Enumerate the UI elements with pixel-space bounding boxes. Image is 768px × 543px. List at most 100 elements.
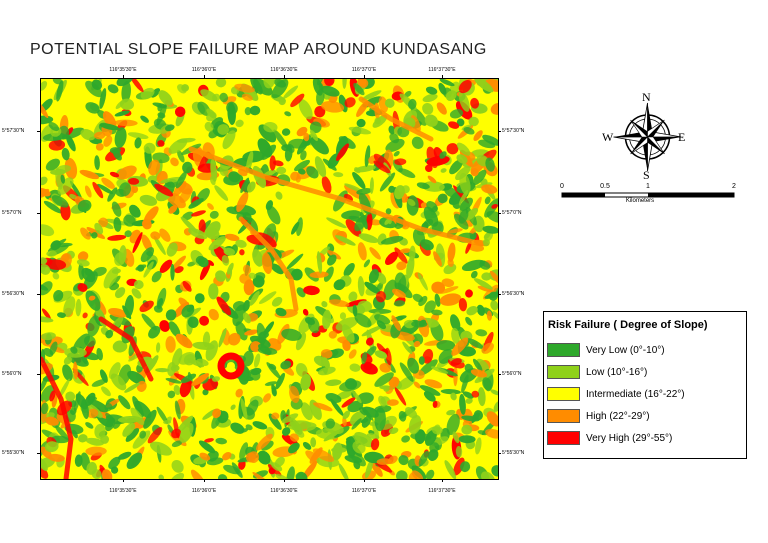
- slope-patch: [117, 451, 132, 460]
- slope-patch: [151, 271, 162, 283]
- slope-patch: [202, 331, 211, 347]
- slope-patch: [222, 130, 236, 150]
- slope-patch: [242, 212, 252, 221]
- slope-patch: [306, 166, 319, 179]
- slope-patch: [385, 347, 392, 366]
- slope-patch: [252, 471, 270, 479]
- slope-patch: [275, 473, 290, 479]
- slope-map[interactable]: [40, 78, 499, 480]
- slope-patch: [324, 79, 335, 86]
- slope-patch: [94, 423, 106, 439]
- slope-patch: [374, 407, 386, 432]
- slope-patch: [48, 121, 60, 132]
- compass-east-label: E: [678, 130, 686, 144]
- slope-patch: [378, 96, 389, 113]
- slope-patch: [492, 311, 498, 320]
- slope-patch: [204, 438, 214, 443]
- slope-patch: [63, 356, 72, 365]
- slope-patch: [249, 291, 260, 306]
- slope-patch: [57, 312, 66, 318]
- slope-patch: [141, 313, 157, 331]
- slope-patch: [413, 340, 421, 348]
- slope-patch: [393, 300, 406, 307]
- slope-patch: [369, 247, 381, 260]
- tick-mark: [498, 374, 501, 375]
- slope-patch: [485, 428, 498, 439]
- slope-patch: [398, 410, 407, 422]
- slope-patch: [470, 270, 478, 279]
- slope-patch: [344, 455, 363, 464]
- slope-patch: [45, 416, 59, 426]
- slope-patch: [289, 433, 300, 442]
- slope-patch: [262, 393, 272, 403]
- slope-patch: [257, 138, 273, 158]
- slope-patch: [53, 289, 64, 302]
- slope-patch: [78, 263, 85, 280]
- slope-patch: [177, 84, 187, 94]
- longitude-tick-bottom: 116°35'30"E: [109, 488, 137, 494]
- slope-patch: [133, 280, 144, 290]
- slope-patch: [300, 150, 307, 161]
- slope-patch: [230, 422, 245, 434]
- slope-patch: [486, 411, 498, 427]
- slope-patch: [61, 147, 70, 161]
- slope-patch: [60, 174, 66, 184]
- slope-patch: [77, 283, 88, 292]
- slope-patch: [336, 143, 349, 161]
- slope-patch: [228, 171, 241, 183]
- longitude-tick-bottom: 116°36'0"E: [191, 488, 217, 494]
- slope-patch: [358, 233, 379, 244]
- slope-patch: [302, 441, 312, 450]
- slope-patch: [413, 381, 421, 389]
- slope-patch: [212, 376, 220, 382]
- slope-patch: [425, 469, 435, 479]
- slope-patch: [157, 140, 165, 147]
- slope-patch: [256, 433, 273, 451]
- slope-patch: [236, 192, 249, 213]
- slope-patch: [328, 299, 350, 307]
- slope-patch: [309, 121, 322, 134]
- slope-patch: [448, 121, 460, 129]
- slope-patch: [121, 81, 131, 103]
- slope-patch: [163, 419, 172, 425]
- slope-patch: [41, 457, 48, 471]
- slope-patch: [103, 135, 113, 147]
- slope-patch: [493, 400, 498, 412]
- tick-mark: [37, 453, 40, 454]
- slope-patch: [137, 264, 145, 272]
- slope-patch: [446, 413, 460, 436]
- slope-patch: [443, 263, 457, 275]
- slope-patch: [316, 251, 323, 274]
- tick-mark: [123, 479, 124, 482]
- legend-item-very-high: Very High (29°-55°): [547, 430, 672, 446]
- slope-patch: [244, 329, 259, 336]
- slope-patch: [396, 315, 404, 321]
- slope-patch: [486, 310, 493, 321]
- slope-patch: [344, 97, 356, 108]
- slope-patch: [230, 404, 236, 410]
- slope-patch: [465, 316, 473, 326]
- slope-patch: [352, 172, 366, 189]
- slope-patch: [456, 118, 465, 127]
- slope-patch: [198, 219, 206, 234]
- slope-patch: [369, 177, 374, 194]
- slope-patch: [481, 184, 498, 194]
- slope-patch: [107, 84, 119, 94]
- slope-patch: [380, 236, 404, 245]
- latitude-tick-right: 5°56'30"N: [502, 291, 525, 297]
- slope-patch: [424, 244, 431, 251]
- slope-patch: [128, 177, 140, 185]
- slope-patch: [239, 442, 249, 460]
- slope-patch: [459, 172, 471, 195]
- slope-patch: [113, 217, 122, 232]
- tick-mark: [498, 213, 501, 214]
- slope-patch: [451, 327, 460, 344]
- slope-patch: [314, 156, 327, 178]
- slope-patch: [41, 263, 51, 275]
- latitude-tick-right: 5°56'0"N: [502, 371, 522, 377]
- slope-patch: [466, 338, 484, 349]
- slope-patch: [470, 168, 479, 177]
- slope-patch: [408, 415, 422, 435]
- slope-patch: [431, 309, 443, 316]
- slope-patch: [242, 350, 254, 367]
